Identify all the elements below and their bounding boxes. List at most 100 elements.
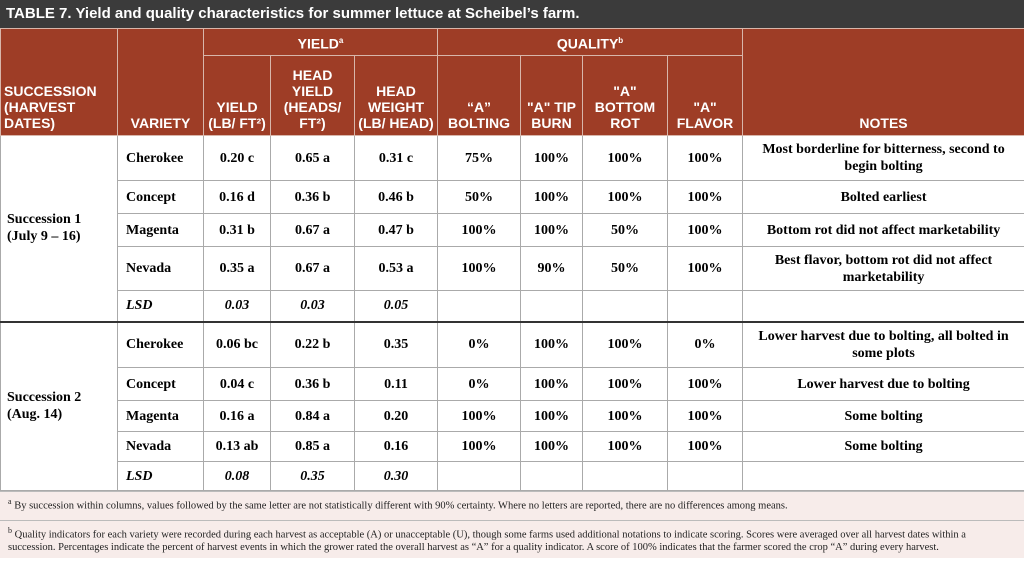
cell: 0.16 a	[203, 400, 271, 432]
empty-cell	[582, 461, 668, 491]
data-row: Concept 0.16 d 0.36 b 0.46 b 50% 100% 100% 100%…	[1, 180, 1024, 214]
cell: Cherokee	[117, 320, 204, 368]
header-row: YIELD (LB/ FT²) HEAD YIELD (HEADS/ FT²) HE…	[1, 55, 1024, 136]
footnote-text: By succession within columns, values fol…	[14, 500, 788, 512]
cell: Concept	[117, 367, 204, 401]
cell: Lower harvest due to bolting, all bolted…	[742, 320, 1024, 368]
cell: 0.03	[270, 290, 355, 322]
data-row: Concept 0.04 c 0.36 b 0.11 0% 100% 100% 100% Low…	[1, 367, 1024, 401]
header-cell: SUCCESSION (HARVEST DATES)	[0, 28, 118, 136]
cell: 75%	[437, 135, 521, 181]
header-cell: HEAD WEIGHT (LB/ HEAD)	[354, 55, 438, 136]
cell: 0.13 ab	[203, 431, 271, 462]
succession-label: (July 9 – 16)	[7, 229, 81, 245]
cell: 50%	[582, 246, 668, 291]
cell: 0.08	[203, 461, 271, 491]
cell: 0.47 b	[354, 213, 438, 247]
data-row: Magenta 0.16 a 0.84 a 0.20 100% 100% 100% 100% S…	[1, 400, 1024, 432]
cell: 100%	[520, 367, 583, 401]
footnote-marker: b	[618, 35, 624, 45]
succession-label: Succession 2	[7, 390, 82, 406]
cell: Some bolting	[742, 400, 1024, 432]
group-label: QUALITY	[556, 35, 619, 52]
cell: 100%	[520, 135, 583, 181]
cell: Lower harvest due to bolting	[742, 367, 1024, 401]
cell: Nevada	[117, 246, 204, 291]
cell: 90%	[520, 246, 583, 291]
group-header: YIELDa	[203, 28, 438, 56]
cell: 0.06 bc	[203, 320, 271, 368]
empty-cell	[582, 290, 668, 322]
empty-cell	[742, 290, 1024, 322]
empty-cell	[520, 461, 583, 491]
cell: Most borderline for bitterness, second t…	[742, 135, 1024, 181]
cell: 100%	[437, 400, 521, 432]
cell: 100%	[520, 431, 583, 462]
cell: 0.67 a	[270, 213, 355, 247]
table: SUCCESSION (HARVEST DATES) VARIETY YIELDa Q…	[0, 28, 1024, 491]
cell: 100%	[582, 367, 668, 401]
lsd-row: LSD 0.03 0.03 0.05	[1, 290, 1024, 322]
empty-cell	[437, 461, 521, 491]
cell: 100%	[666, 400, 744, 432]
cell: Some bolting	[742, 431, 1024, 462]
cell: 100%	[520, 400, 583, 432]
cell: 0.36 b	[270, 367, 355, 401]
cell: 100%	[437, 246, 521, 291]
cell: Magenta	[117, 213, 204, 247]
cell: 0.67 a	[270, 246, 355, 291]
cell: 0.20 c	[203, 135, 271, 181]
data-row: Succession 2 (Aug. 14) Cherokee 0.06 bc 0.22…	[0, 320, 1024, 491]
cell: 0.20	[354, 400, 438, 432]
cell: 100%	[582, 431, 668, 462]
cell: 0.22 b	[270, 320, 355, 368]
cell: 100%	[520, 320, 583, 368]
empty-cell	[742, 461, 1024, 491]
cell: 50%	[582, 213, 668, 247]
cell: 100%	[582, 320, 668, 368]
header-cell: “A” BOLTING	[437, 55, 521, 136]
cell: 0%	[666, 320, 744, 368]
succession-cell: Succession 1 (July 9 – 16)	[0, 135, 118, 322]
cell: 100%	[582, 180, 668, 214]
cell: 0.31 b	[203, 213, 271, 247]
cell: Magenta	[117, 400, 204, 432]
cell: 0.65 a	[270, 135, 355, 181]
footnote: b Quality indicators for each variety we…	[0, 520, 1024, 558]
cell: 0.11	[354, 367, 438, 401]
cell: 0.35	[270, 461, 355, 491]
group-header: QUALITYb	[436, 28, 744, 56]
cell: Nevada	[117, 431, 204, 462]
cell: 100%	[666, 246, 744, 291]
cell: 100%	[666, 431, 744, 462]
cell: 0.53 a	[354, 246, 438, 291]
cell: 0.84 a	[270, 400, 355, 432]
cell: 0%	[437, 320, 521, 368]
cell: Concept	[117, 180, 204, 214]
cell: 0.46 b	[354, 180, 438, 214]
data-row: Nevada 0.35 a 0.67 a 0.53 a 100% 90% 50% 100% Be…	[1, 246, 1024, 291]
cell: 0.35 a	[203, 246, 271, 291]
cell: 100%	[520, 180, 583, 214]
cell: 0.05	[354, 290, 438, 322]
cell: 0.30	[354, 461, 438, 491]
succession-label: (Aug. 14)	[7, 407, 63, 423]
succession-label: Succession 1	[7, 212, 82, 228]
header-cell: YIELD (LB/ FT²)	[203, 55, 271, 136]
cell: 0.31 c	[354, 135, 438, 181]
cell: 100%	[666, 135, 744, 181]
header-row: SUCCESSION (HARVEST DATES) VARIETY YIELDa Q…	[0, 28, 1024, 136]
cell: 100%	[520, 213, 583, 247]
lsd-row: LSD 0.08 0.35 0.30	[1, 461, 1024, 491]
cell: 100%	[582, 135, 668, 181]
cell: 100%	[666, 213, 744, 247]
footnote-text: Quality indicators for each variety were…	[8, 529, 966, 553]
footnote-marker: a	[8, 497, 12, 506]
cell: LSD	[117, 290, 204, 322]
empty-cell	[437, 290, 521, 322]
header-cell: "A" TIP BURN	[520, 55, 583, 136]
cell: 0.36 b	[270, 180, 355, 214]
cell: 0.85 a	[270, 431, 355, 462]
